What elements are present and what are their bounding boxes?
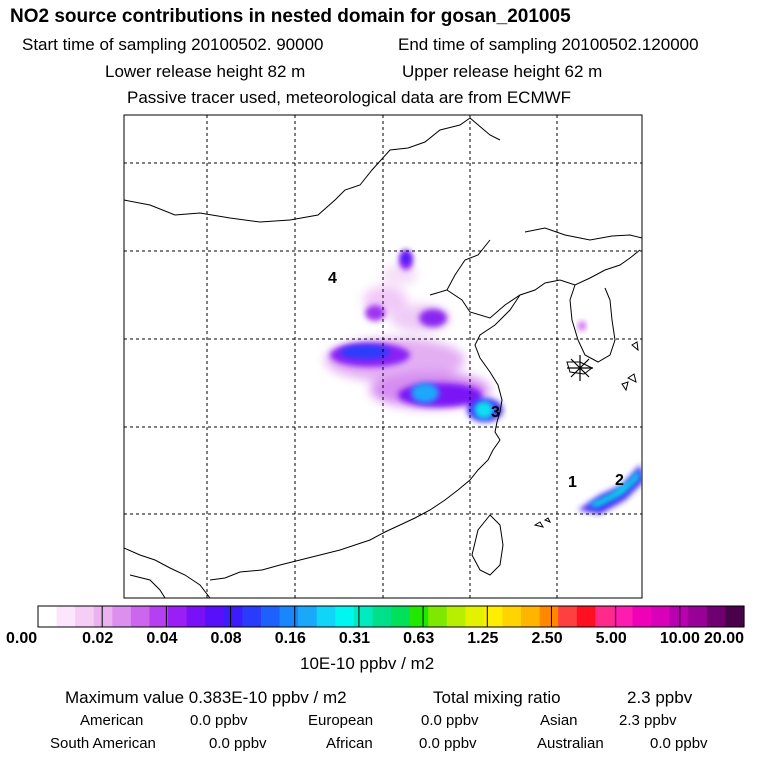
region-value: 2.3 ppbv	[619, 712, 677, 729]
source-label-4: 4	[328, 270, 337, 287]
colorbar-cell	[279, 606, 299, 627]
chart-title: NO2 source contributions in nested domai…	[10, 6, 571, 27]
end-time-label: End time of sampling 20100502.120000	[398, 35, 699, 54]
region-value: 0.0 ppbv	[419, 735, 477, 752]
colorbar-cell	[242, 606, 262, 627]
lower-release-label: Lower release height 82 m	[105, 62, 306, 81]
max-value-label: Maximum value 0.383E-10 ppbv / m2	[65, 688, 347, 707]
total-mixing-label: Total mixing ratio	[433, 688, 561, 707]
region-name: South American	[50, 735, 156, 752]
upper-release-label: Upper release height 62 m	[402, 62, 603, 81]
colorbar-cell	[335, 606, 355, 627]
colorbar-cell	[93, 606, 113, 627]
colorbar-cell	[446, 606, 466, 627]
colorbar-cell	[595, 606, 615, 627]
colorbar-cell	[409, 606, 429, 627]
colorbar-cell	[316, 606, 336, 627]
source-label-2: 2	[615, 472, 624, 489]
colorbar	[37, 605, 745, 628]
region-value: 0.0 ppbv	[421, 712, 479, 729]
colorbar-tick-label: 10.00	[659, 630, 700, 647]
region-name: European	[308, 712, 374, 729]
region-name: African	[326, 735, 373, 752]
colorbar-cell	[186, 606, 206, 627]
colorbar-tick-label: 5.00	[595, 630, 627, 647]
colorbar-cell	[502, 606, 522, 627]
start-time-label: Start time of sampling 20100502. 90000	[22, 35, 324, 54]
region-value: 0.0 ppbv	[209, 735, 267, 752]
colorbar-cell	[130, 606, 151, 627]
grid-layer	[124, 115, 642, 598]
colorbar-cell	[576, 606, 596, 627]
source-label-1: 1	[568, 474, 577, 491]
colorbar-cell	[298, 606, 318, 627]
colorbar-cell	[149, 606, 169, 627]
colorbar-cell	[558, 606, 578, 627]
colorbar-cell	[483, 606, 504, 627]
colorbar-tick-label: 0.31	[338, 630, 371, 647]
colorbar-tick-label: 0.08	[210, 630, 242, 647]
colorbar-tick-label: 0.04	[146, 630, 178, 647]
total-mixing-value: 2.3 ppbv	[627, 688, 693, 707]
colorbar-tick-label: 2.50	[531, 630, 563, 647]
colorbar-cell	[372, 606, 392, 627]
colorbar-tick-label: 0.63	[403, 630, 435, 647]
colorbar-cell	[205, 606, 225, 627]
colorbar-cell	[651, 606, 671, 627]
colorbar-cell	[521, 606, 541, 627]
colorbar-cell	[223, 606, 243, 627]
colorbar-cell	[465, 606, 485, 627]
receptor-marker	[567, 355, 593, 381]
colorbar-cell	[56, 606, 76, 627]
source-label-3: 3	[491, 404, 500, 421]
region-name: American	[80, 712, 144, 729]
colorbar-cell	[38, 606, 58, 627]
colorbar-tick-label: 0.16	[274, 630, 306, 647]
colorbar-cell	[168, 606, 188, 627]
colorbar-cell	[112, 606, 132, 627]
data-source-note: Passive tracer used, meteorological data…	[127, 88, 572, 107]
plume-layer	[325, 250, 642, 514]
region-name: Asian	[540, 712, 578, 729]
colorbar-tick-label: 0.02	[82, 630, 114, 647]
colorbar-tick-label: 20.00	[704, 630, 745, 647]
region-value: 0.0 ppbv	[190, 712, 248, 729]
colorbar-cell	[632, 606, 652, 627]
colorbar-cell	[428, 606, 448, 627]
colorbar-cell	[706, 606, 727, 627]
region-name: Australian	[537, 735, 604, 752]
colorbar-border	[37, 605, 745, 628]
colorbar-tick-label: 1.25	[467, 630, 499, 647]
colorbar-cell	[539, 606, 559, 627]
colorbar-cell	[260, 606, 281, 627]
colorbar-tick-label: 0.00	[6, 630, 38, 647]
colorbar-cell	[391, 606, 411, 627]
coastline-layer	[124, 117, 642, 598]
colorbar-cell	[613, 606, 634, 627]
colorbar-cell	[725, 606, 745, 627]
colorbar-unit-label: 10E-10 ppbv / m2	[300, 654, 435, 673]
colorbar-cell	[669, 606, 689, 627]
region-value: 0.0 ppbv	[650, 735, 708, 752]
colorbar-cell	[688, 606, 708, 627]
colorbar-cell	[75, 606, 95, 627]
colorbar-cell	[353, 606, 374, 627]
